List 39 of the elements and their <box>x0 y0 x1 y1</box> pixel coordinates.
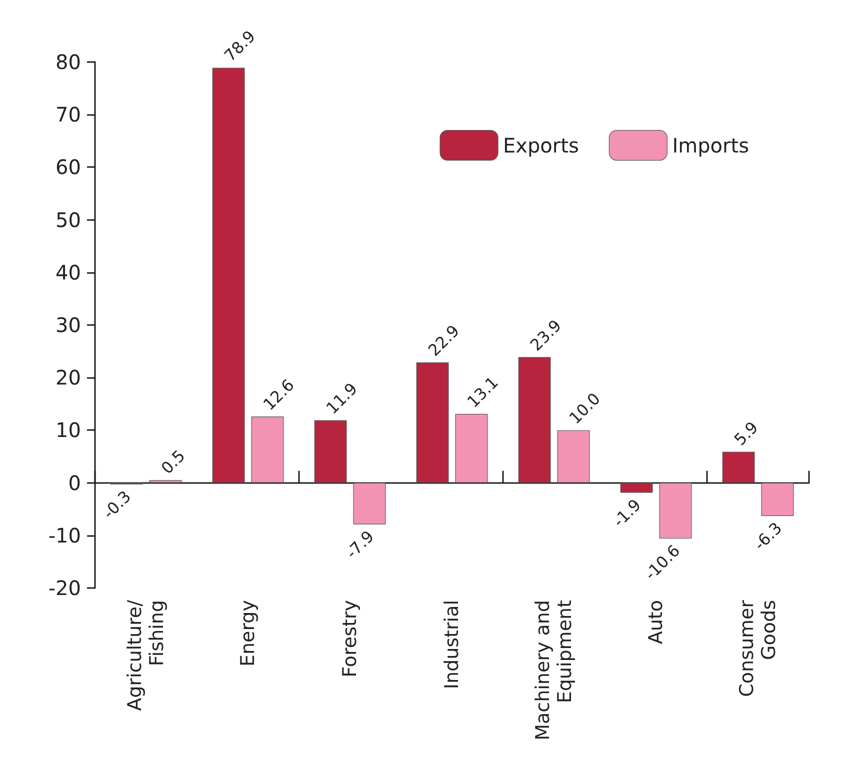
legend-label: Exports <box>503 133 579 158</box>
x-tick-label: Machinery and Equipment <box>532 600 576 740</box>
bar <box>353 482 386 524</box>
y-tick-label: 70 <box>56 102 81 127</box>
data-label: -6.3 <box>750 518 786 554</box>
data-label: -0.3 <box>99 486 135 522</box>
y-tick-label: 60 <box>56 155 81 180</box>
x-tick-label: Auto <box>645 600 667 644</box>
legend-label: Imports <box>672 133 749 158</box>
bar <box>722 452 755 483</box>
bar <box>620 482 653 493</box>
bar <box>149 480 182 483</box>
data-label: -1.9 <box>609 495 645 531</box>
y-tick-label: 10 <box>56 418 81 442</box>
y-tick-label: -10 <box>48 523 81 548</box>
x-tick-label: Consumer Goods <box>736 600 780 697</box>
data-label: 0.5 <box>157 446 189 478</box>
data-label: -7.9 <box>342 526 378 562</box>
y-tick-label: 50 <box>56 208 81 232</box>
bar <box>518 357 551 483</box>
bar <box>557 430 590 483</box>
y-tick-label: 0 <box>68 470 81 495</box>
bar <box>761 482 794 516</box>
bar <box>455 414 488 483</box>
x-tick-label: Forestry <box>339 600 361 678</box>
bar <box>416 362 449 483</box>
y-tick-label: 80 <box>56 50 81 74</box>
bar <box>212 68 245 483</box>
bar <box>251 416 284 483</box>
x-tick-label: Agriculture/ Fishing <box>124 599 168 711</box>
x-tick-label: Energy <box>237 600 259 667</box>
data-label: 5.9 <box>730 418 762 450</box>
bar <box>659 482 692 539</box>
y-tick-label: -20 <box>48 576 81 600</box>
bar <box>314 420 347 483</box>
x-tick-label: Industrial <box>441 600 463 690</box>
y-tick-label: 30 <box>56 313 81 337</box>
y-tick-label: 40 <box>56 260 81 284</box>
y-tick-label: 20 <box>56 366 81 390</box>
